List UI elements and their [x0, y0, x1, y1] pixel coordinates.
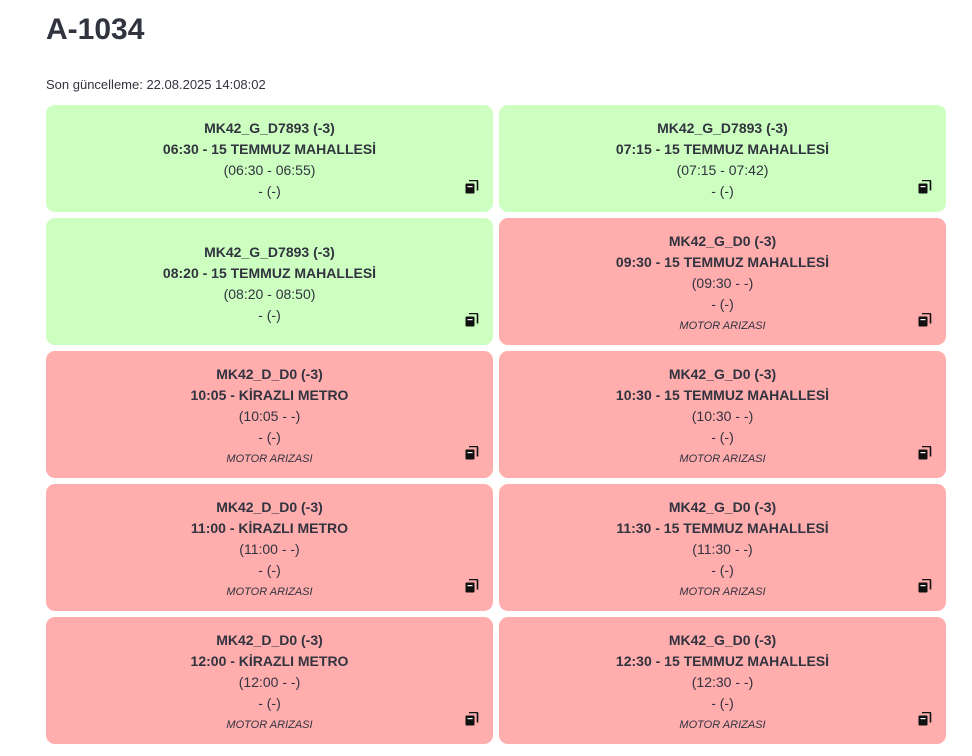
copy-icon[interactable]	[465, 579, 479, 593]
trip-card: MK42_G_D7893 (-3) 07:15 - 15 TEMMUZ MAHA…	[499, 105, 946, 212]
trip-code: MK42_G_D7893 (-3)	[204, 120, 335, 136]
trip-times: (11:30 - -)	[692, 541, 753, 557]
trip-card-grid: MK42_G_D7893 (-3) 06:30 - 15 TEMMUZ MAHA…	[46, 105, 946, 744]
copy-icon[interactable]	[918, 579, 932, 593]
trip-code: MK42_G_D0 (-3)	[668, 632, 777, 648]
trip-times: (08:20 - 08:50)	[223, 286, 316, 302]
last-updated-text: Son güncelleme: 22.08.2025 14:08:02	[46, 77, 266, 92]
trip-extra: - (-)	[258, 695, 281, 711]
trip-code: MK42_D_D0 (-3)	[216, 632, 323, 648]
trip-extra: - (-)	[711, 296, 734, 312]
trip-card: MK42_D_D0 (-3) 11:00 - KİRAZLI METRO (11…	[46, 484, 493, 611]
trip-card: MK42_G_D0 (-3) 11:30 - 15 TEMMUZ MAHALLE…	[499, 484, 946, 611]
fault-reason: MOTOR ARIZASI	[679, 453, 766, 465]
trip-card: MK42_G_D0 (-3) 12:30 - 15 TEMMUZ MAHALLE…	[499, 617, 946, 744]
trip-extra: - (-)	[711, 183, 734, 199]
trip-card: MK42_D_D0 (-3) 12:00 - KİRAZLI METRO (12…	[46, 617, 493, 744]
trip-route: 06:30 - 15 TEMMUZ MAHALLESİ	[162, 141, 377, 157]
trip-extra: - (-)	[711, 695, 734, 711]
trip-extra: - (-)	[258, 429, 281, 445]
trip-route: 08:20 - 15 TEMMUZ MAHALLESİ	[162, 265, 377, 281]
trip-card: MK42_G_D0 (-3) 09:30 - 15 TEMMUZ MAHALLE…	[499, 218, 946, 345]
trip-card: MK42_G_D7893 (-3) 06:30 - 15 TEMMUZ MAHA…	[46, 105, 493, 212]
trip-times: (12:30 - -)	[691, 674, 754, 690]
trip-times: (06:30 - 06:55)	[223, 162, 316, 178]
copy-icon[interactable]	[918, 446, 932, 460]
trip-code: MK42_D_D0 (-3)	[216, 366, 323, 382]
fault-reason: MOTOR ARIZASI	[679, 719, 766, 731]
trip-code: MK42_G_D0 (-3)	[668, 499, 777, 515]
fault-reason: MOTOR ARIZASI	[226, 719, 313, 731]
trip-code: MK42_G_D7893 (-3)	[204, 244, 335, 260]
page-title: A-1034	[46, 13, 145, 46]
fault-reason: MOTOR ARIZASI	[679, 320, 766, 332]
trip-route: 07:15 - 15 TEMMUZ MAHALLESİ	[615, 141, 830, 157]
trip-extra: - (-)	[258, 183, 281, 199]
trip-times: (10:05 - -)	[238, 408, 301, 424]
trip-card: MK42_G_D0 (-3) 10:30 - 15 TEMMUZ MAHALLE…	[499, 351, 946, 478]
fault-reason: MOTOR ARIZASI	[226, 586, 313, 598]
trip-route: 09:30 - 15 TEMMUZ MAHALLESİ	[615, 254, 830, 270]
copy-icon[interactable]	[465, 446, 479, 460]
trip-times: (11:00 - -)	[239, 541, 300, 557]
trip-card: MK42_G_D7893 (-3) 08:20 - 15 TEMMUZ MAHA…	[46, 218, 493, 345]
trip-times: (07:15 - 07:42)	[676, 162, 769, 178]
trip-code: MK42_D_D0 (-3)	[216, 499, 323, 515]
trip-times: (10:30 - -)	[691, 408, 754, 424]
trip-extra: - (-)	[258, 307, 281, 323]
trip-card: MK42_D_D0 (-3) 10:05 - KİRAZLI METRO (10…	[46, 351, 493, 478]
trip-extra: - (-)	[711, 429, 734, 445]
copy-icon[interactable]	[465, 313, 479, 327]
trip-route: 10:30 - 15 TEMMUZ MAHALLESİ	[615, 387, 830, 403]
trip-times: (12:00 - -)	[238, 674, 301, 690]
copy-icon[interactable]	[465, 180, 479, 194]
trip-extra: - (-)	[711, 562, 734, 578]
trip-route: 11:30 - 15 TEMMUZ MAHALLESİ	[616, 520, 829, 536]
fault-reason: MOTOR ARIZASI	[679, 586, 766, 598]
copy-icon[interactable]	[918, 180, 932, 194]
trip-route: 10:05 - KİRAZLI METRO	[190, 387, 349, 403]
trip-route: 11:00 - KİRAZLI METRO	[190, 520, 349, 536]
trip-extra: - (-)	[258, 562, 281, 578]
trip-route: 12:30 - 15 TEMMUZ MAHALLESİ	[615, 653, 830, 669]
trip-times: (09:30 - -)	[691, 275, 754, 291]
copy-icon[interactable]	[918, 313, 932, 327]
trip-code: MK42_G_D0 (-3)	[668, 366, 777, 382]
copy-icon[interactable]	[918, 712, 932, 726]
copy-icon[interactable]	[465, 712, 479, 726]
trip-route: 12:00 - KİRAZLI METRO	[190, 653, 349, 669]
trip-code: MK42_G_D0 (-3)	[668, 233, 777, 249]
fault-reason: MOTOR ARIZASI	[226, 453, 313, 465]
trip-code: MK42_G_D7893 (-3)	[657, 120, 788, 136]
